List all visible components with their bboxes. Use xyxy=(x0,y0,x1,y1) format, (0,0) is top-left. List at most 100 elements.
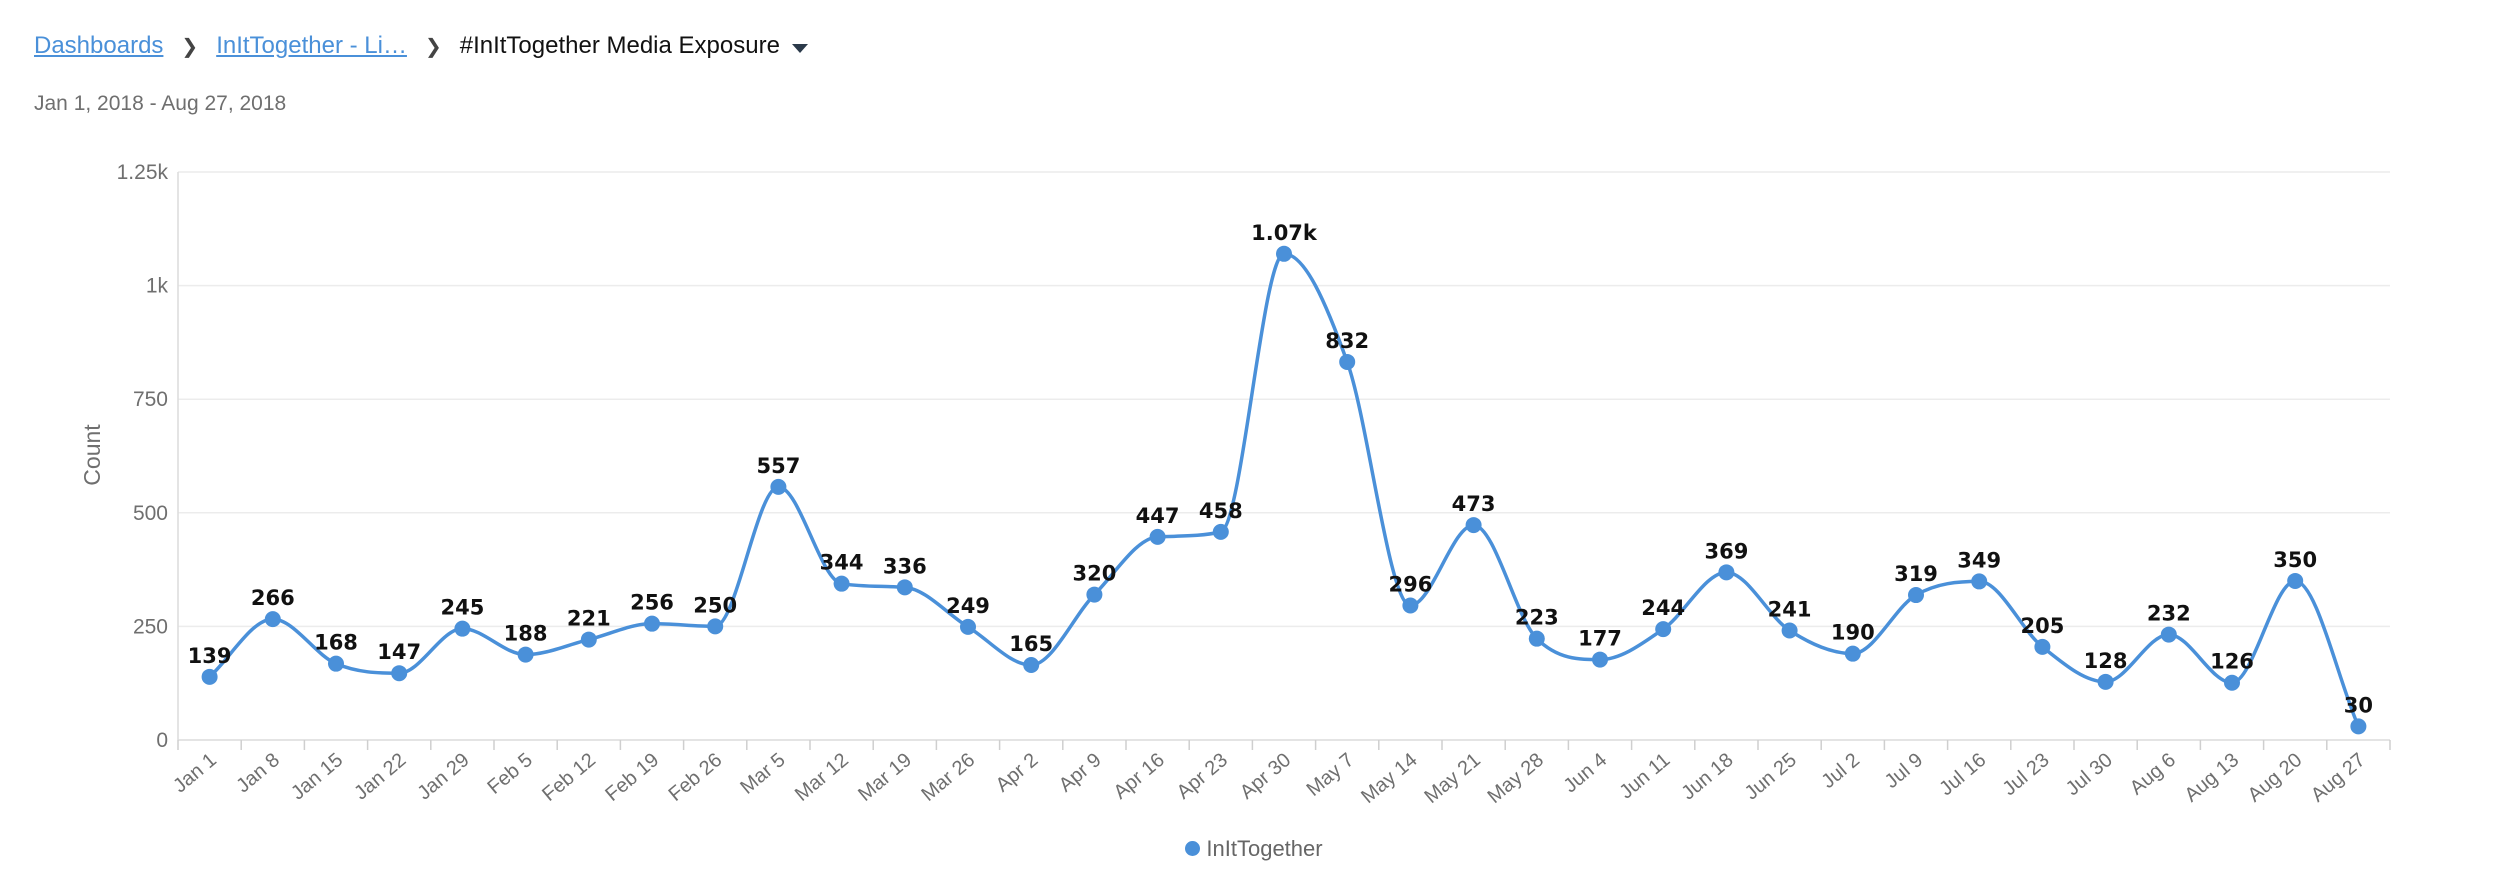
data-point[interactable] xyxy=(454,620,471,637)
data-label: 473 xyxy=(1452,492,1496,516)
y-tick-label: 1k xyxy=(146,275,169,298)
x-tick-label: Apr 2 xyxy=(992,749,1043,797)
data-label: 344 xyxy=(820,551,864,575)
data-point[interactable] xyxy=(1212,523,1229,540)
data-label: 244 xyxy=(1641,596,1685,620)
x-tick-label: Aug 20 xyxy=(2244,749,2307,807)
data-label: 296 xyxy=(1388,572,1432,596)
data-labels: 139 266 168 147 245 188 221 256 250 557 344 336 249 1… xyxy=(188,221,2373,718)
data-label: 250 xyxy=(693,593,737,617)
x-tick-label: May 7 xyxy=(1303,749,1359,801)
x-tick-label: Jul 30 xyxy=(2062,749,2117,800)
data-point[interactable] xyxy=(391,665,408,682)
data-point[interactable] xyxy=(517,646,534,663)
data-label: 168 xyxy=(314,631,358,655)
breadcrumb-link-dashboards[interactable]: Dashboards xyxy=(34,32,164,59)
y-tick-label: 500 xyxy=(133,502,168,525)
data-point[interactable] xyxy=(264,611,281,628)
data-point[interactable] xyxy=(1402,597,1419,614)
data-label: 350 xyxy=(2273,548,2317,572)
y-axis-label: Count xyxy=(79,424,105,486)
x-tick-label: Aug 13 xyxy=(2181,749,2244,807)
data-point[interactable] xyxy=(1908,587,1924,604)
series-inittogether xyxy=(201,245,2367,735)
data-point[interactable] xyxy=(2034,638,2051,655)
data-point[interactable] xyxy=(770,478,787,495)
x-tick-label: Mar 12 xyxy=(791,749,853,806)
legend-dot-icon xyxy=(1185,841,1201,857)
data-point[interactable] xyxy=(2224,674,2240,691)
x-tick-label: Jul 16 xyxy=(1935,749,1990,800)
x-tick-label: Feb 26 xyxy=(665,749,727,806)
data-point[interactable] xyxy=(644,615,660,632)
data-point[interactable] xyxy=(201,668,218,685)
data-label: 241 xyxy=(1768,597,1812,621)
data-label: 190 xyxy=(1831,621,1875,645)
x-tick-label: Jun 18 xyxy=(1677,749,1737,804)
data-label: 447 xyxy=(1136,504,1180,528)
y-tick-label: 0 xyxy=(156,729,168,752)
data-label: 221 xyxy=(567,607,611,631)
data-point[interactable] xyxy=(1592,651,1608,668)
x-tick-label: Aug 6 xyxy=(2126,749,2180,799)
data-label: 832 xyxy=(1325,329,1369,353)
data-point[interactable] xyxy=(1339,353,1356,370)
y-tick-label: 250 xyxy=(133,615,168,638)
data-point[interactable] xyxy=(1086,586,1103,603)
data-point[interactable] xyxy=(2097,673,2114,690)
legend[interactable]: InItTogether xyxy=(0,836,2508,862)
x-tick-label: Jul 9 xyxy=(1881,749,1928,793)
data-point[interactable] xyxy=(1844,645,1861,662)
x-tick-label: Jan 29 xyxy=(413,749,473,804)
data-point[interactable] xyxy=(1023,657,1040,674)
page-title[interactable]: #InItTogether Media Exposure xyxy=(459,32,780,59)
data-point[interactable] xyxy=(328,655,344,672)
x-tick-label: Jan 1 xyxy=(169,749,221,797)
data-point[interactable] xyxy=(1528,630,1545,647)
x-tick-label: Jun 25 xyxy=(1741,749,1801,804)
data-label: 177 xyxy=(1578,627,1622,651)
caret-down-icon[interactable] xyxy=(791,43,808,53)
data-label: 369 xyxy=(1704,539,1748,563)
x-tick-label: May 28 xyxy=(1484,749,1548,808)
x-tick-label: Jan 8 xyxy=(232,749,284,797)
data-label: 223 xyxy=(1515,606,1559,630)
chevron-right-icon: ❯ xyxy=(424,35,442,58)
data-point[interactable] xyxy=(896,579,913,596)
data-label: 1.07k xyxy=(1251,221,1318,245)
data-point[interactable] xyxy=(1718,564,1735,581)
data-label: 458 xyxy=(1199,499,1243,523)
grid-lines xyxy=(177,171,2390,741)
data-point[interactable] xyxy=(580,631,597,648)
chevron-right-icon: ❯ xyxy=(181,35,199,58)
data-point[interactable] xyxy=(2350,718,2367,735)
data-label: 232 xyxy=(2147,602,2191,626)
data-point[interactable] xyxy=(1655,621,1672,638)
breadcrumb: Dashboards ❯ InItTogether - Li… ❯ #InItT… xyxy=(34,26,808,66)
y-tick-label: 750 xyxy=(133,388,168,411)
data-label: 128 xyxy=(2084,649,2128,673)
data-point[interactable] xyxy=(707,618,724,635)
x-tick-label: Jan 15 xyxy=(287,749,347,804)
data-point[interactable] xyxy=(1971,573,1988,590)
series-line xyxy=(208,252,2361,728)
data-point[interactable] xyxy=(960,618,976,635)
data-point[interactable] xyxy=(1465,517,1482,534)
x-tick-label: Apr 30 xyxy=(1236,749,1295,804)
data-label: 557 xyxy=(756,454,800,478)
x-tick-label: Jul 2 xyxy=(1818,749,1865,793)
x-tick-label: May 21 xyxy=(1420,749,1484,808)
data-label: 319 xyxy=(1894,562,1938,586)
data-point[interactable] xyxy=(2160,626,2177,643)
data-point[interactable] xyxy=(1149,528,1166,545)
x-axis-ticks: Jan 1 Jan 8 Jan 15 Jan 22 Jan 29 Feb 5 Feb 12 F… xyxy=(169,740,2391,808)
y-tick-label: 1.25k xyxy=(117,161,169,184)
data-point[interactable] xyxy=(1781,622,1798,639)
data-point[interactable] xyxy=(2287,572,2304,589)
data-label: 139 xyxy=(188,644,232,668)
data-point[interactable] xyxy=(833,575,850,592)
data-label: 126 xyxy=(2210,650,2254,674)
data-point[interactable] xyxy=(1276,245,1292,262)
data-label: 188 xyxy=(504,622,548,646)
x-tick-label: Jul 23 xyxy=(1999,749,2054,800)
